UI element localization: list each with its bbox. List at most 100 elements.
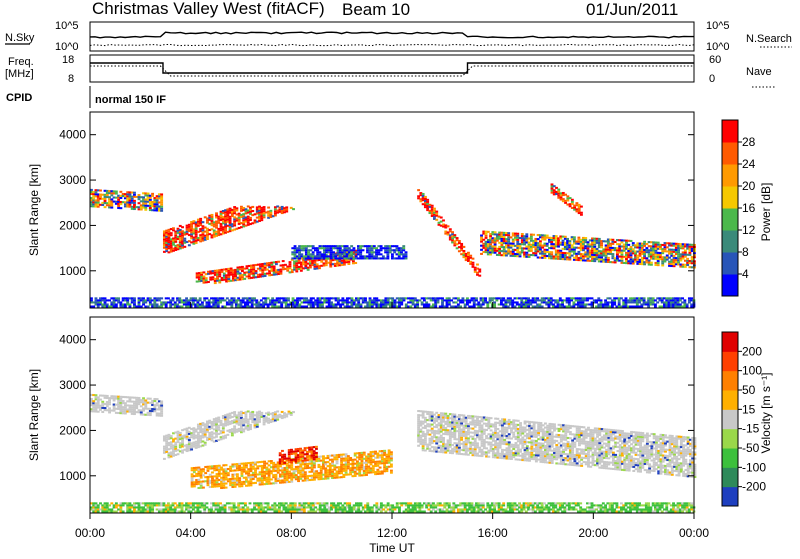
range-cell [233, 224, 236, 226]
range-cell [320, 476, 323, 478]
range-cell [149, 207, 152, 209]
range-cell [140, 208, 143, 210]
range-cell [424, 439, 427, 441]
range-cell [267, 297, 270, 299]
range-cell [390, 455, 393, 457]
range-cell [269, 212, 272, 214]
range-cell [252, 466, 255, 468]
range-cell [324, 467, 327, 469]
range-cell [456, 237, 459, 239]
range-cell [242, 299, 245, 301]
range-cell [275, 263, 278, 265]
range-cell [312, 245, 315, 247]
range-cell [494, 231, 497, 233]
range-cell [607, 259, 610, 261]
range-cell [295, 474, 298, 476]
range-cell [106, 395, 109, 397]
range-cell [240, 415, 243, 417]
range-cell [239, 303, 242, 305]
range-cell [428, 444, 431, 446]
range-cell [135, 407, 138, 409]
range-cell [249, 217, 252, 219]
range-cell [593, 244, 596, 246]
range-cell [657, 264, 660, 266]
range-cell [661, 252, 664, 254]
range-cell [217, 417, 220, 419]
range-cell [458, 240, 461, 242]
range-cell [568, 303, 571, 305]
range-cell [252, 266, 255, 268]
range-cell [138, 202, 141, 204]
range-cell [327, 457, 330, 459]
range-cell [354, 471, 357, 473]
range-cell [190, 448, 193, 450]
range-cell [108, 196, 111, 198]
range-cell [274, 476, 277, 478]
range-cell [305, 247, 308, 249]
range-cell [322, 455, 325, 457]
range-cell [304, 473, 307, 475]
freq-line [90, 63, 694, 73]
range-cell [453, 234, 456, 236]
range-cell [301, 452, 304, 454]
range-cell [138, 194, 141, 196]
range-cell [336, 458, 339, 460]
range-cell [188, 439, 191, 441]
range-cell [632, 248, 635, 250]
range-cell [327, 461, 330, 463]
range-cell [534, 240, 537, 242]
cpid-label: CPID [6, 92, 32, 104]
range-cell [329, 467, 332, 469]
range-cell [530, 250, 533, 252]
range-cell [564, 254, 567, 256]
range-cell [613, 303, 616, 305]
range-cell [104, 407, 107, 409]
range-cell [217, 306, 220, 308]
range-cell [110, 202, 113, 204]
range-cell [512, 243, 515, 245]
range-cell [225, 476, 228, 478]
range-cell [442, 441, 445, 443]
range-cell [600, 246, 603, 248]
range-cell [441, 303, 444, 305]
range-cell [472, 258, 475, 260]
range-cell [584, 239, 587, 241]
date-label: 01/Jun/2011 [586, 0, 678, 19]
range-cell [337, 297, 340, 299]
range-cell [586, 299, 589, 301]
range-cell [160, 411, 163, 413]
range-cell [312, 253, 315, 255]
range-cell [203, 299, 206, 301]
range-cell [480, 235, 483, 237]
range-cell [250, 480, 253, 482]
range-cell [299, 478, 302, 480]
range-cell [434, 306, 437, 308]
range-cell [274, 482, 277, 484]
range-cell [274, 214, 277, 216]
range-cell [361, 464, 364, 466]
range-cell [354, 459, 357, 461]
range-cell [108, 407, 111, 409]
range-cell [283, 456, 286, 458]
range-cell [178, 297, 181, 299]
range-cell [315, 454, 318, 456]
range-cell [133, 299, 136, 301]
range-cell [361, 460, 364, 462]
range-cell [424, 421, 427, 423]
range-cell [375, 255, 378, 257]
range-cell [618, 303, 621, 305]
range-cell [376, 469, 379, 471]
range-cell [582, 243, 585, 245]
range-cell [110, 198, 113, 200]
range-cell [201, 221, 204, 223]
range-cell [419, 425, 422, 427]
range-cell [129, 303, 132, 305]
range-cell [441, 297, 444, 299]
range-cell [573, 238, 576, 240]
range-cell [546, 235, 549, 237]
range-cell [417, 432, 420, 434]
range-cell [562, 240, 565, 242]
range-cell [294, 245, 297, 247]
range-cell [224, 228, 227, 230]
range-cell [611, 239, 614, 241]
